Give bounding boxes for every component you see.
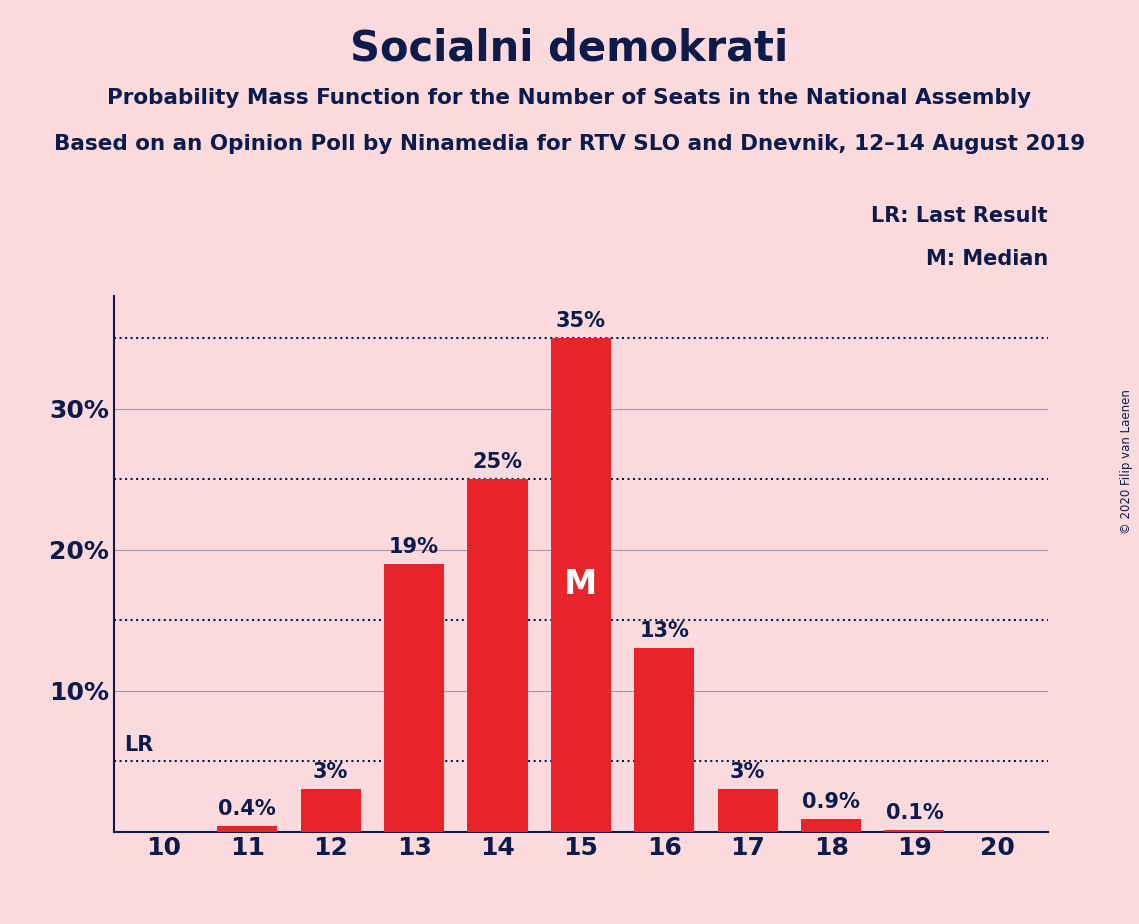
- Text: 0.4%: 0.4%: [219, 799, 276, 819]
- Text: M: M: [564, 568, 598, 602]
- Text: 0.1%: 0.1%: [886, 803, 943, 823]
- Bar: [384, 564, 444, 832]
- Text: Based on an Opinion Poll by Ninamedia for RTV SLO and Dnevnik, 12–14 August 2019: Based on an Opinion Poll by Ninamedia fo…: [54, 134, 1085, 154]
- Text: Socialni demokrati: Socialni demokrati: [351, 28, 788, 69]
- Text: 3%: 3%: [313, 762, 349, 783]
- Text: Probability Mass Function for the Number of Seats in the National Assembly: Probability Mass Function for the Number…: [107, 88, 1032, 108]
- Bar: [467, 479, 527, 832]
- Text: 35%: 35%: [556, 311, 606, 331]
- Bar: [218, 826, 278, 832]
- Text: M: Median: M: Median: [926, 249, 1048, 269]
- Text: 19%: 19%: [390, 537, 440, 556]
- Text: LR: LR: [124, 736, 153, 756]
- Bar: [884, 830, 944, 832]
- Text: 13%: 13%: [639, 621, 689, 641]
- Text: © 2020 Filip van Laenen: © 2020 Filip van Laenen: [1121, 390, 1133, 534]
- Text: 3%: 3%: [730, 762, 765, 783]
- Text: LR: Last Result: LR: Last Result: [871, 206, 1048, 226]
- Bar: [634, 649, 695, 832]
- Text: 0.9%: 0.9%: [802, 792, 860, 812]
- Bar: [718, 789, 778, 832]
- Bar: [551, 338, 611, 832]
- Bar: [801, 819, 861, 832]
- Text: 25%: 25%: [473, 452, 523, 472]
- Bar: [301, 789, 361, 832]
